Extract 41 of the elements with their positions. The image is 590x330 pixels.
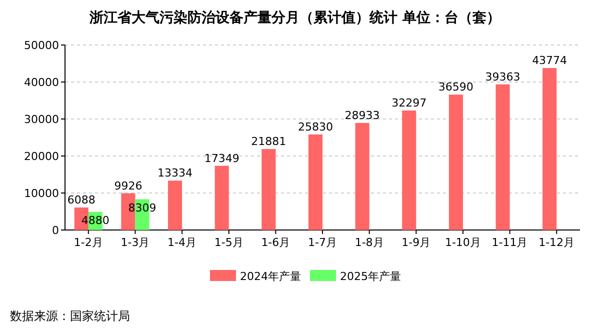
legend-label: 2025年产量: [340, 270, 401, 283]
data-label: 17349: [204, 152, 240, 165]
x-tick-label: 1-9月: [402, 236, 431, 249]
bar: [262, 149, 276, 230]
bar: [542, 68, 557, 230]
data-label: 21881: [251, 135, 286, 148]
x-tick-label: 1-11月: [492, 236, 528, 249]
x-tick-label: 1-7月: [308, 236, 337, 249]
bar: [168, 180, 182, 230]
x-tick-label: 1-4月: [168, 236, 197, 249]
data-label: 32297: [392, 96, 427, 110]
data-label: 6088: [67, 193, 96, 206]
x-tick-label: 1-3月: [120, 236, 150, 249]
x-tick-label: 1-8月: [354, 236, 384, 249]
chart-title: 浙江省大气污染防治设备产量分月（累计值）统计 单位：台（套）: [88, 9, 500, 26]
x-tick-label: 1-12月: [538, 236, 575, 249]
bar: [308, 134, 322, 230]
data-label: 25830: [298, 120, 333, 134]
data-label: 28933: [344, 108, 380, 122]
x-tick-label: 1-5月: [214, 236, 244, 249]
y-tick-label: 0: [52, 224, 59, 237]
y-tick-label: 20000: [24, 150, 59, 163]
data-label: 36590: [438, 80, 474, 94]
data-label: 9926: [114, 179, 142, 192]
data-label: 13334: [158, 166, 193, 180]
data-label: 43774: [532, 54, 568, 68]
source-note: 数据来源：国家统计局: [10, 309, 130, 323]
y-tick-label: 30000: [24, 112, 59, 126]
y-tick-label: 10000: [24, 186, 59, 200]
y-tick-label: 50000: [24, 38, 59, 52]
bar: [402, 110, 416, 230]
bar: [214, 166, 229, 230]
x-tick-label: 1-10月: [444, 236, 481, 249]
data-label: 39363: [485, 70, 520, 84]
legend-label: 2024年产量: [240, 270, 301, 283]
bar: [448, 94, 463, 230]
x-tick-label: 1-2月: [74, 236, 103, 249]
bar: [496, 84, 510, 230]
x-tick-label: 1-6月: [261, 236, 290, 249]
bar: [355, 122, 370, 230]
y-tick-label: 40000: [24, 76, 59, 89]
